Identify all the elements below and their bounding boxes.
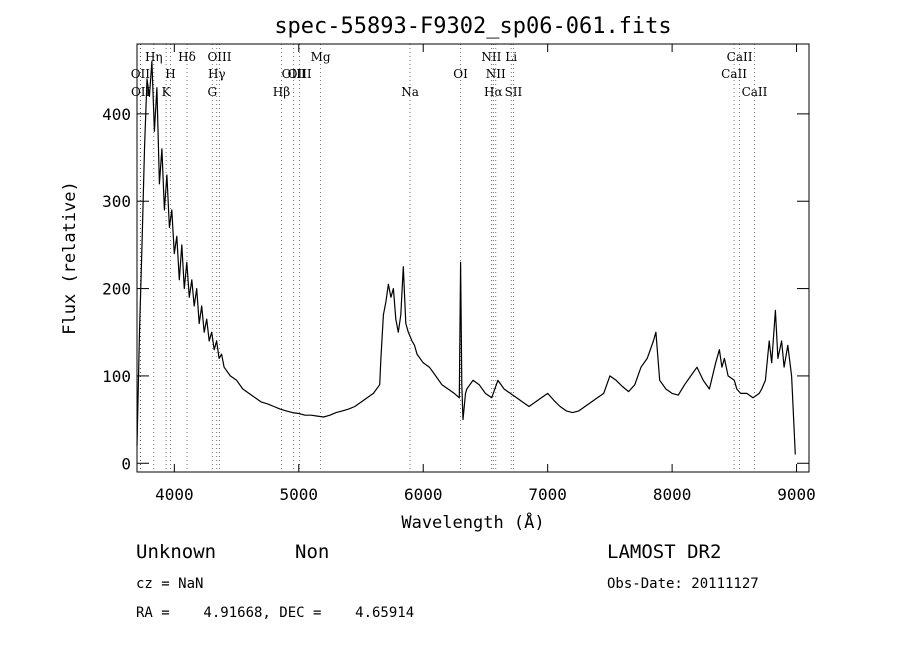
y-axis-label: Flux (relative) [60,181,80,335]
line-marker-label: Hη [145,50,163,64]
y-tick-label: 200 [102,280,131,299]
line-marker-label: Hβ [273,85,290,99]
chart-title: spec-55893-F9302_sp06-061.fits [274,14,671,39]
x-tick-label: 7000 [528,485,567,504]
redshift-cz: cz = NaN [136,576,204,592]
line-marker-label: Li [505,50,517,64]
spectrum-line-0 [136,60,796,455]
spectrum-series [136,60,796,455]
line-marker-label: CaII [742,85,768,99]
line-markers: OIIOIIHηKHHδGHγOIIIHβOIIIOIIIMgNaOINIIHα… [131,44,768,472]
line-marker-label: CaII [727,50,753,64]
x-tick-label: 4000 [155,485,194,504]
line-marker-label: OIII [282,67,306,81]
line-marker-label: OII [131,67,151,81]
survey-name: LAMOST DR2 [607,541,722,563]
x-tick-label: 6000 [404,485,443,504]
y-tick-label: 100 [102,367,131,386]
plot-frame [136,43,810,473]
object-subclass: Non [295,541,330,563]
line-marker-label: Na [401,85,419,99]
y-tick-label: 400 [102,105,131,124]
line-marker-label: NII [481,50,501,64]
line-marker-label: OIII [207,50,231,64]
line-marker-label: Hγ [208,67,226,81]
line-marker-label: Hδ [178,50,196,64]
x-tick-label: 8000 [653,485,692,504]
x-tick-label: 5000 [280,485,319,504]
observation-date: Obs-Date: 20111127 [607,576,759,592]
line-marker-label: K [162,85,172,99]
line-marker-label: OIII [288,67,312,81]
x-axis-ticks: 4000 5000 6000 7000 8000 9000 [155,44,816,504]
y-tick-label: 0 [121,454,131,473]
object-class: Unknown [136,541,217,563]
line-marker-label: Mg [311,50,331,64]
line-marker-label: SII [505,85,523,99]
x-tick-label: 9000 [777,485,816,504]
x-axis-label: Wavelength (Å) [401,511,544,533]
line-marker-label: NII [486,67,506,81]
line-marker-label: H [165,67,175,81]
ra-dec-coordinates: RA = 4.91668, DEC = 4.65914 [136,605,415,621]
line-marker-label: OII [131,85,151,99]
line-marker-label: Hα [484,85,503,99]
line-marker-label: CaII [721,67,747,81]
line-marker-label: G [207,85,217,99]
line-marker-label: OI [453,67,468,81]
y-tick-label: 300 [102,192,131,211]
y-axis-ticks: 0 100 200 300 400 [102,105,809,473]
